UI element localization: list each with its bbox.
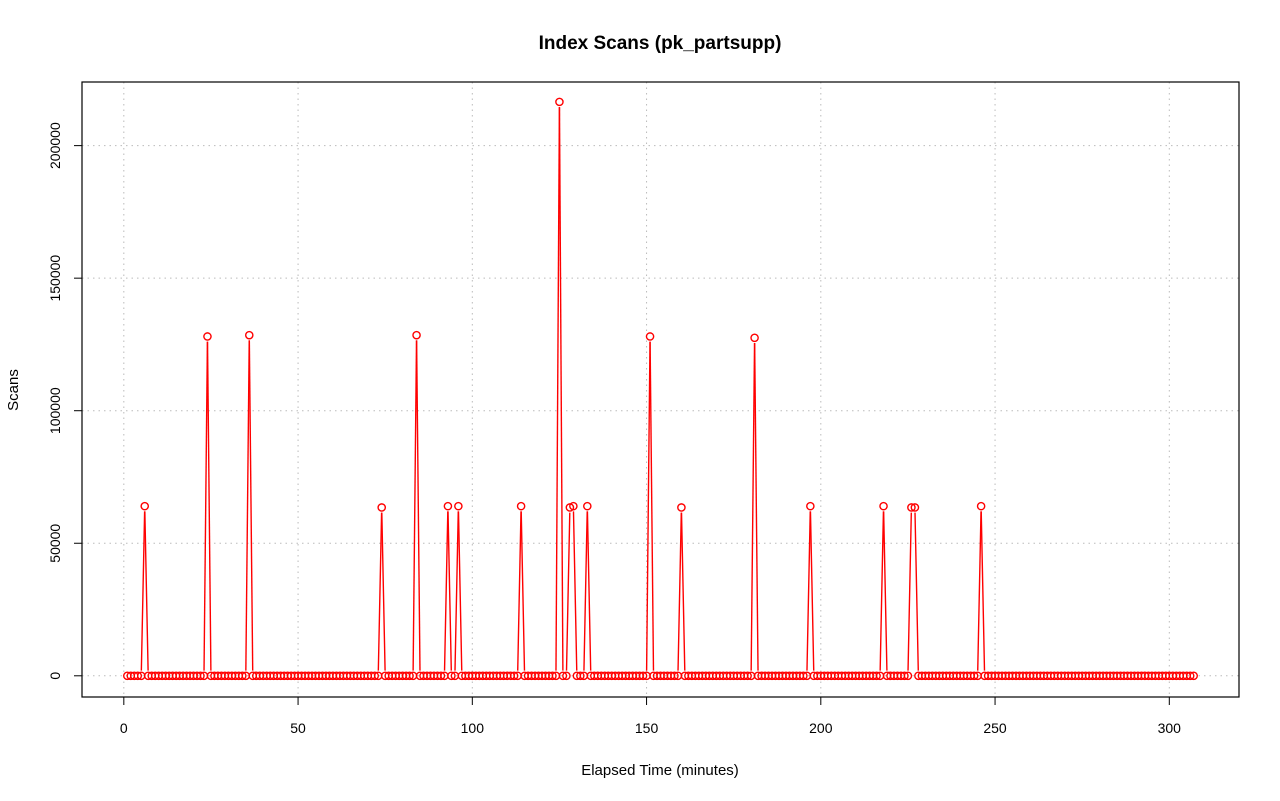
scans-points — [123, 97, 1198, 681]
series-segment — [248, 340, 254, 671]
series-segment — [203, 341, 209, 671]
y-tick-label: 200000 — [47, 122, 63, 169]
data-point — [900, 671, 909, 681]
data-point — [576, 671, 585, 681]
data-point — [443, 501, 453, 511]
data-point — [903, 671, 913, 681]
y-tick-label: 0 — [47, 672, 63, 680]
series-segment — [447, 511, 452, 671]
series-segment — [520, 511, 526, 671]
series-segment — [558, 107, 564, 671]
chart-title: Index Scans (pk_partsupp) — [539, 33, 782, 54]
data-point — [196, 671, 205, 681]
y-tick-label: 50000 — [47, 524, 63, 563]
data-point — [872, 671, 881, 681]
series-segment — [454, 511, 459, 671]
series-segment — [245, 340, 250, 671]
data-point — [412, 330, 421, 340]
series-segment — [882, 511, 888, 671]
data-point — [140, 501, 150, 511]
x-axis-label: Elapsed Time (minutes) — [581, 762, 739, 779]
x-tick-label: 50 — [290, 720, 306, 736]
data-point — [569, 501, 578, 511]
series-segment — [377, 512, 383, 671]
series-segment — [586, 511, 592, 671]
data-point — [1189, 671, 1198, 681]
grid-lines — [82, 82, 1239, 697]
x-tick-label: 150 — [635, 720, 659, 736]
series-segment — [750, 343, 756, 671]
series-segment — [555, 107, 561, 671]
data-point — [238, 671, 247, 681]
series-segment — [680, 512, 686, 671]
data-point — [370, 671, 380, 681]
data-point — [645, 332, 655, 341]
data-point — [907, 503, 916, 512]
data-point — [1185, 671, 1195, 681]
data-point — [879, 501, 888, 511]
scans-series — [140, 107, 986, 671]
data-point — [806, 501, 815, 511]
series-segment — [879, 511, 885, 671]
y-tick-label: 100000 — [47, 387, 63, 434]
x-tick-label: 250 — [983, 720, 1007, 736]
series-segment — [517, 511, 522, 671]
data-point — [447, 671, 456, 681]
data-point — [203, 332, 212, 341]
x-tick-label: 300 — [1158, 720, 1182, 736]
series-segment — [907, 512, 913, 671]
series-segment — [144, 511, 149, 671]
series-segment — [565, 512, 571, 671]
series-segment — [457, 511, 463, 671]
data-point — [750, 333, 759, 343]
data-point — [743, 671, 752, 681]
data-point — [454, 501, 463, 511]
data-point — [555, 97, 564, 107]
data-point — [558, 671, 568, 681]
series-segment — [415, 340, 421, 671]
x-tick-label: 200 — [809, 720, 833, 736]
x-tick-label: 0 — [120, 720, 128, 736]
series-segment — [206, 341, 212, 671]
data-point — [548, 671, 557, 681]
data-point — [670, 671, 679, 681]
series-segment — [753, 343, 759, 671]
data-point — [583, 501, 592, 511]
series-segment — [977, 511, 982, 671]
series-segment — [645, 341, 651, 671]
series-segment — [649, 341, 655, 671]
data-point — [677, 503, 686, 512]
data-point — [516, 501, 526, 511]
data-point — [562, 671, 571, 681]
series-segment — [914, 512, 919, 671]
plot-frame — [81, 81, 1240, 698]
series-segment — [443, 511, 449, 671]
data-point — [910, 503, 920, 512]
data-point — [969, 671, 979, 681]
series-segment — [980, 511, 986, 671]
series-segment — [381, 512, 386, 671]
data-point — [244, 330, 254, 340]
data-point — [976, 501, 986, 511]
data-point — [436, 671, 446, 681]
series-segment — [140, 511, 146, 671]
data-point — [133, 671, 143, 681]
y-tick-label: 150000 — [47, 255, 63, 302]
x-axis: 0 50 100 150 200 250 300 — [120, 696, 1182, 736]
y-axis: 0 50000 100000 150000 200000 — [47, 122, 83, 680]
series-segment — [412, 340, 418, 671]
data-point — [405, 671, 414, 681]
series-segment — [809, 511, 815, 671]
x-tick-label: 100 — [461, 720, 485, 736]
data-point — [638, 671, 648, 681]
series-segment — [806, 511, 811, 671]
data-point — [377, 503, 387, 512]
series-segment — [677, 512, 683, 671]
data-point — [509, 671, 519, 681]
series-segment — [572, 511, 578, 671]
series-segment — [583, 511, 588, 671]
data-point — [799, 671, 808, 681]
y-axis-label: Scans — [5, 369, 22, 411]
